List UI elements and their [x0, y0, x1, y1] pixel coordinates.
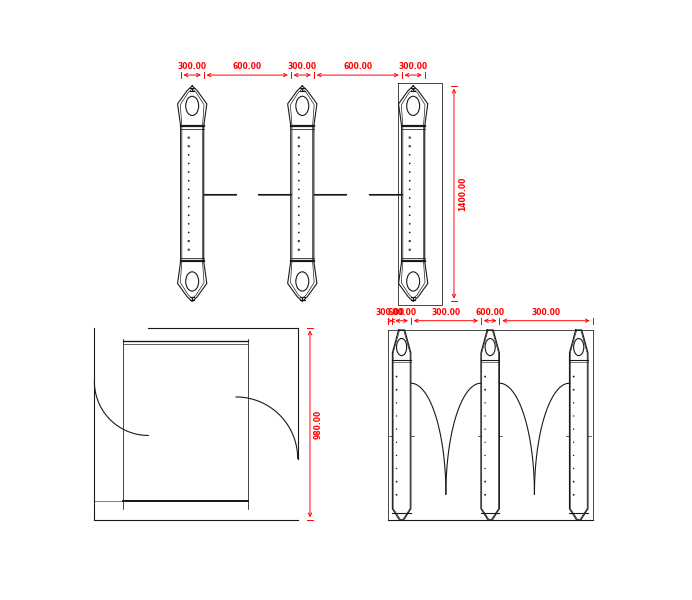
Text: 300.00: 300.00: [288, 62, 317, 71]
Text: 980.00: 980.00: [314, 409, 323, 439]
Text: 300.00: 300.00: [431, 308, 460, 317]
Text: 300.00: 300.00: [178, 62, 207, 71]
Text: 600.00: 600.00: [475, 308, 504, 317]
Text: 600.00: 600.00: [343, 62, 372, 71]
Text: 300.00: 300.00: [399, 62, 428, 71]
Text: 1400.00: 1400.00: [458, 176, 467, 211]
Text: 600.00: 600.00: [387, 308, 416, 317]
Text: 600.00: 600.00: [233, 62, 262, 71]
Text: 300.00: 300.00: [376, 308, 405, 317]
Text: 300.00: 300.00: [531, 308, 561, 317]
